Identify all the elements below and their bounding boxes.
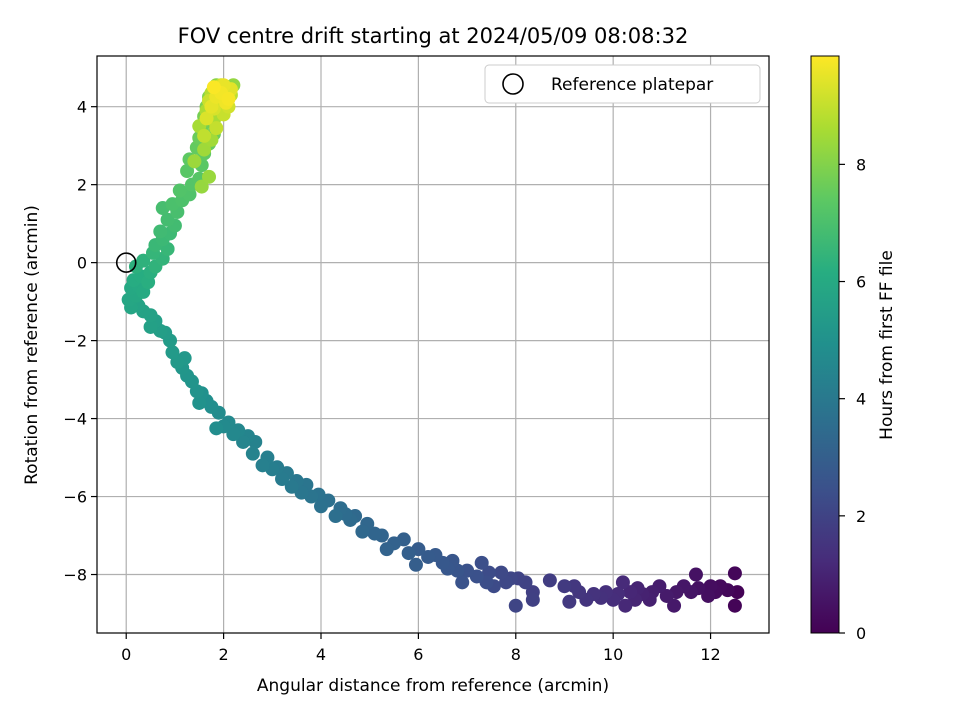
plot-frame <box>96 55 770 634</box>
data-point <box>226 427 241 442</box>
data-point <box>192 395 207 410</box>
y-tick-label: 0 <box>77 254 87 273</box>
data-point <box>667 598 682 613</box>
data-point <box>172 183 187 198</box>
colorbar-tick-label: 8 <box>856 155 866 174</box>
y-tick-label: 2 <box>77 176 87 195</box>
data-point <box>623 585 638 600</box>
data-point <box>255 458 270 473</box>
data-point <box>701 588 716 603</box>
data-point <box>460 563 475 578</box>
data-point <box>314 499 328 514</box>
data-point <box>221 91 236 106</box>
colorbar-tick-label: 2 <box>856 507 866 526</box>
grid <box>97 56 769 633</box>
chart-title: FOV centre drift starting at 2024/05/09 … <box>178 24 689 48</box>
legend: Reference platepar <box>484 64 761 104</box>
data-point <box>284 479 299 494</box>
data-point <box>245 446 260 461</box>
colorbar-label: Hours from first FF file <box>877 250 897 440</box>
data-point <box>367 526 382 541</box>
data-point <box>236 434 251 449</box>
data-point <box>202 169 216 184</box>
data-point <box>153 224 168 239</box>
data-point <box>659 588 674 603</box>
colorbar <box>810 55 840 634</box>
colorbar-tick-label: 0 <box>856 624 866 643</box>
y-axis-label: Rotation from reference (arcmin) <box>22 205 42 485</box>
data-point <box>206 80 221 95</box>
data-point <box>199 111 214 126</box>
x-tick-label: 12 <box>700 645 720 664</box>
data-point <box>355 524 370 539</box>
y-tick-label: −4 <box>63 410 87 429</box>
data-point <box>328 509 343 524</box>
data-point <box>688 567 703 582</box>
data-point <box>727 566 742 581</box>
data-point <box>180 164 195 179</box>
data-point <box>401 546 416 561</box>
x-tick-label: 4 <box>316 645 326 664</box>
x-tick-label: 10 <box>603 645 623 664</box>
data-point <box>143 319 158 334</box>
y-tick-label: 4 <box>77 98 87 117</box>
data-point <box>165 345 180 360</box>
data-point <box>618 598 633 613</box>
data-point <box>508 598 523 613</box>
y-tick-label: −8 <box>63 566 87 585</box>
x-tick-label: 2 <box>219 645 229 664</box>
data-point <box>727 598 742 613</box>
data-point <box>197 142 212 157</box>
data-point <box>160 212 175 227</box>
data-point <box>209 121 224 136</box>
x-tick-label: 6 <box>413 645 423 664</box>
data-point <box>194 179 209 194</box>
colorbar-tick-label: 4 <box>856 390 866 409</box>
reference-platepar-marker <box>115 252 137 273</box>
data-point <box>197 128 212 143</box>
data-point <box>421 549 436 564</box>
x-axis-label: Angular distance from reference (arcmin) <box>257 676 609 696</box>
data-point <box>494 565 509 580</box>
data-point <box>455 575 470 590</box>
data-point <box>557 579 572 594</box>
x-axis-ticks: 0 2 4 6 8 10 12 <box>121 633 721 664</box>
data-point <box>187 154 202 169</box>
data-point <box>408 557 423 572</box>
data-point <box>474 555 489 570</box>
data-point <box>136 253 151 268</box>
reference-marker <box>115 252 137 273</box>
y-tick-label: −6 <box>63 488 87 507</box>
data-point <box>275 472 290 487</box>
data-point <box>542 573 557 588</box>
data-point <box>379 542 394 557</box>
data-point <box>567 579 582 594</box>
colorbar-ticks: 0 2 4 6 8 <box>839 155 866 643</box>
legend-label: Reference platepar <box>551 75 713 95</box>
y-tick-label: −2 <box>63 332 87 351</box>
x-tick-label: 8 <box>511 645 521 664</box>
y-axis-ticks: −8 −6 −4 −2 0 2 4 <box>63 98 97 585</box>
data-point <box>525 592 540 607</box>
data-point <box>209 421 224 436</box>
colorbar-tick-label: 6 <box>856 273 866 292</box>
data-point <box>562 594 577 609</box>
x-tick-label: 0 <box>121 645 131 664</box>
data-point <box>615 575 630 590</box>
data-points <box>121 78 745 613</box>
legend-box <box>484 64 761 104</box>
legend-marker-icon <box>502 73 524 95</box>
